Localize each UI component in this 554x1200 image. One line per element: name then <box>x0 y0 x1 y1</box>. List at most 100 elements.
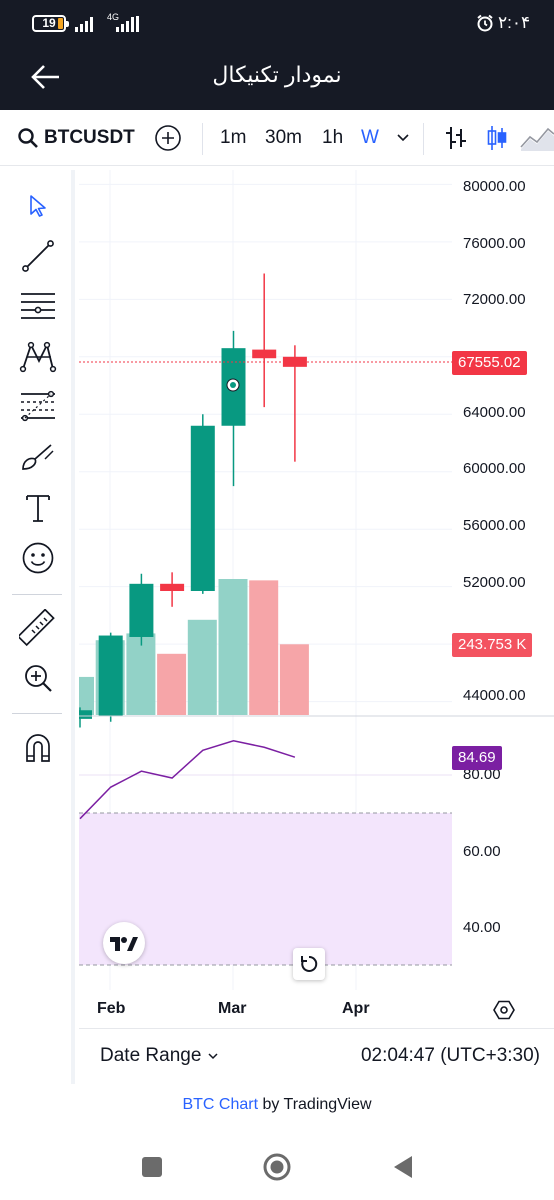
settings-hexagon-icon <box>493 1000 515 1020</box>
volume-bar <box>126 633 156 715</box>
brush-icon <box>22 444 54 470</box>
volume-badge: 243.753 K <box>452 633 533 657</box>
battery-level: 19 <box>42 16 56 30</box>
battery-icon: 19 <box>32 15 69 32</box>
symbol-label: BTCUSDT <box>44 127 135 148</box>
pattern-tool[interactable] <box>18 336 58 376</box>
ruler-icon <box>19 609 55 647</box>
cursor-icon <box>30 195 46 217</box>
chart-canvas[interactable] <box>65 170 554 1028</box>
status-time: ۲:۰۴ <box>498 13 531 32</box>
signal-strength-icon-2 <box>116 16 139 32</box>
candle-body <box>68 710 92 719</box>
page-title: نمودار تکنیکال <box>212 62 342 87</box>
rsi-tick: 80.00 <box>463 766 501 783</box>
horizontal-lines-tool[interactable] <box>18 286 58 326</box>
settings-button[interactable] <box>493 999 515 1026</box>
back-button[interactable] <box>392 1154 414 1180</box>
bottom-bar: Date Range 02:04:47 (UTC+3:30) <box>79 1028 554 1084</box>
zoom-in-tool[interactable] <box>18 658 58 698</box>
chart-toolbar: BTCUSDT 1m 30m 1h W <box>0 110 554 166</box>
back-arrow-icon[interactable] <box>30 61 62 93</box>
candle-body <box>160 583 185 591</box>
selected-candle-marker[interactable] <box>226 378 240 392</box>
price-tick: 56000.00 <box>463 517 526 534</box>
brand-link[interactable]: BTC Chart <box>182 1096 259 1113</box>
interval-dropdown[interactable] <box>396 110 410 166</box>
brush-tool[interactable] <box>18 436 58 476</box>
interval-w[interactable]: W <box>361 110 379 166</box>
date-range-button[interactable]: Date Range <box>100 1045 219 1067</box>
interval-30m-label: 30m <box>265 127 302 148</box>
candle-body <box>190 425 215 591</box>
price-tick: 60000.00 <box>463 460 526 477</box>
interval-1m-label: 1m <box>220 127 247 148</box>
volume-bar <box>65 676 94 715</box>
area-style-button[interactable] <box>520 110 554 166</box>
candles-style-button[interactable] <box>486 110 508 166</box>
rsi-tick: 60.00 <box>463 843 501 860</box>
status-bar: 19 4G ۲:۰۴ <box>0 0 554 46</box>
volume-bar <box>157 653 187 715</box>
price-tick: 64000.00 <box>463 404 526 421</box>
rsi-value-badge: 84.69 <box>452 746 502 770</box>
chart-area[interactable]: 80000.00 76000.00 72000.00 64000.00 6000… <box>65 170 554 1028</box>
search-icon <box>18 128 38 148</box>
interval-30m[interactable]: 30m <box>265 110 302 166</box>
date-tick: Feb <box>97 1000 126 1017</box>
trend-line-icon <box>22 240 54 272</box>
fib-retracement-tool[interactable] <box>18 386 58 426</box>
alarm-icon <box>477 14 493 32</box>
price-tick: 72000.00 <box>463 291 526 308</box>
date-range-label: Date Range <box>100 1045 202 1066</box>
horizontal-lines-icon <box>21 293 55 319</box>
bars-icon <box>446 127 466 149</box>
tradingview-logo-icon <box>110 937 138 951</box>
candle-body <box>129 583 154 637</box>
rsi-tick: 40.00 <box>463 919 501 936</box>
tradingview-logo[interactable] <box>103 922 145 964</box>
magnet-icon <box>26 734 50 762</box>
area-icon <box>520 127 554 151</box>
candle-body <box>282 356 307 367</box>
network-type: 4G <box>107 12 120 22</box>
trend-line-tool[interactable] <box>18 236 58 276</box>
bar-style-button[interactable] <box>444 110 468 166</box>
system-nav-bar <box>0 1130 554 1200</box>
plus-circle-icon <box>155 125 181 151</box>
footer-by: by TradingView <box>258 1096 372 1113</box>
candle-body <box>98 635 123 716</box>
magnet-tool[interactable] <box>18 728 58 768</box>
price-tick: 52000.00 <box>463 574 526 591</box>
home-button[interactable] <box>262 1152 292 1182</box>
interval-w-label: W <box>361 127 379 148</box>
app-header: نمودار تکنیکال <box>0 46 554 110</box>
pattern-icon <box>19 341 57 373</box>
footer-credit: BTC Chart by TradingView <box>0 1096 554 1114</box>
text-icon <box>26 495 50 522</box>
candles-icon <box>487 126 507 150</box>
drawing-toolbar <box>0 170 75 1084</box>
reset-chart-button[interactable] <box>293 948 325 980</box>
chevron-down-icon <box>208 1053 218 1060</box>
text-tool[interactable] <box>18 488 58 528</box>
volume-bar <box>218 579 248 715</box>
date-tick: Mar <box>218 1000 247 1017</box>
reset-icon <box>301 955 318 972</box>
symbol-search-button[interactable]: BTCUSDT <box>16 110 135 166</box>
price-tick: 76000.00 <box>463 235 526 252</box>
price-tick: 80000.00 <box>463 178 526 195</box>
cursor-tool[interactable] <box>18 186 58 226</box>
volume-bar <box>187 619 217 715</box>
compare-add-button[interactable] <box>154 110 182 166</box>
volume-bar <box>249 580 279 715</box>
emoji-tool[interactable] <box>18 538 58 578</box>
timezone-clock[interactable]: 02:04:47 (UTC+3:30) <box>360 1045 540 1066</box>
ruler-tool[interactable] <box>18 608 58 648</box>
interval-1h[interactable]: 1h <box>322 110 343 166</box>
recent-apps-button[interactable] <box>142 1157 162 1177</box>
price-tick: 44000.00 <box>463 687 526 704</box>
interval-1m[interactable]: 1m <box>220 110 246 166</box>
rsi-line <box>79 740 296 820</box>
zoom-in-icon <box>25 665 52 692</box>
